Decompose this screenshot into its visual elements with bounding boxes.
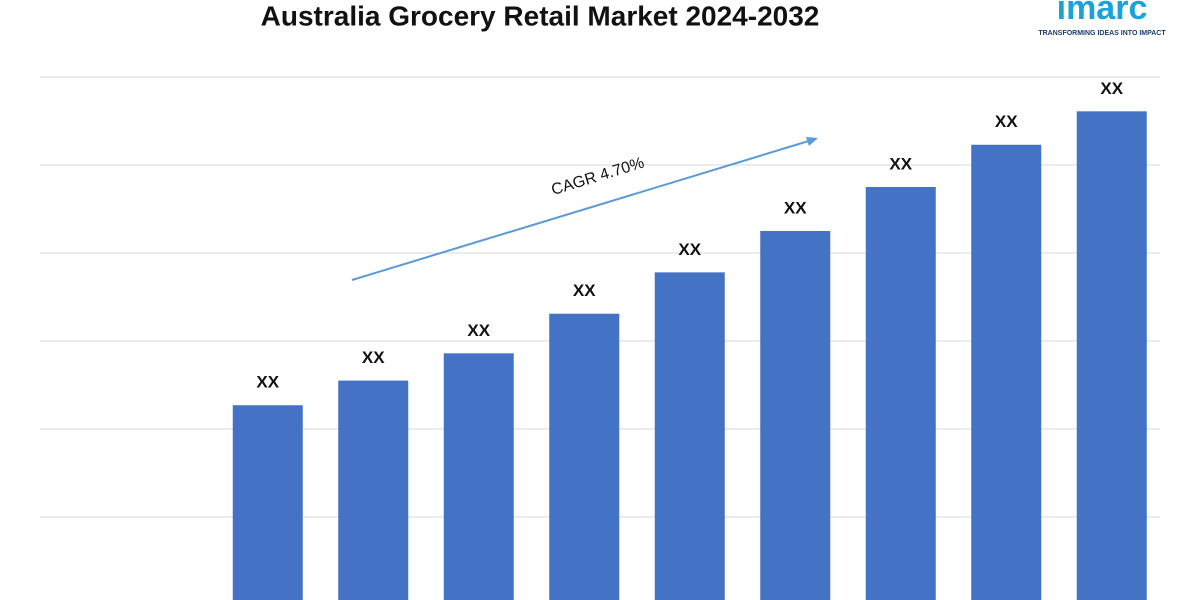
value-label: XX: [467, 321, 490, 340]
logo-tagline: TRANSFORMING IDEAS INTO IMPACT: [1038, 30, 1166, 37]
value-label: XX: [784, 198, 807, 217]
bar: [338, 380, 409, 600]
value-label: XX: [573, 281, 596, 300]
bar: [1076, 111, 1147, 600]
value-label: XX: [256, 373, 279, 392]
logo: imarc: [1057, 0, 1148, 27]
chart-title: Australia Grocery Retail Market 2024-203…: [261, 0, 820, 31]
value-label: XX: [678, 240, 701, 259]
value-label: XX: [995, 112, 1018, 131]
value-label: XX: [362, 348, 385, 367]
bar: [549, 313, 620, 600]
bar: [760, 231, 831, 600]
value-label: XX: [1100, 79, 1123, 98]
cagr-arrowhead: [806, 137, 818, 146]
bar: [443, 353, 514, 600]
bar: [971, 144, 1042, 600]
bar: [865, 187, 936, 600]
bar: [654, 272, 725, 600]
cagr-arrow: [351, 139, 813, 281]
value-label: XX: [889, 154, 912, 173]
bar: [232, 405, 303, 600]
cagr-annotation: CAGR 4.70%: [550, 155, 647, 199]
